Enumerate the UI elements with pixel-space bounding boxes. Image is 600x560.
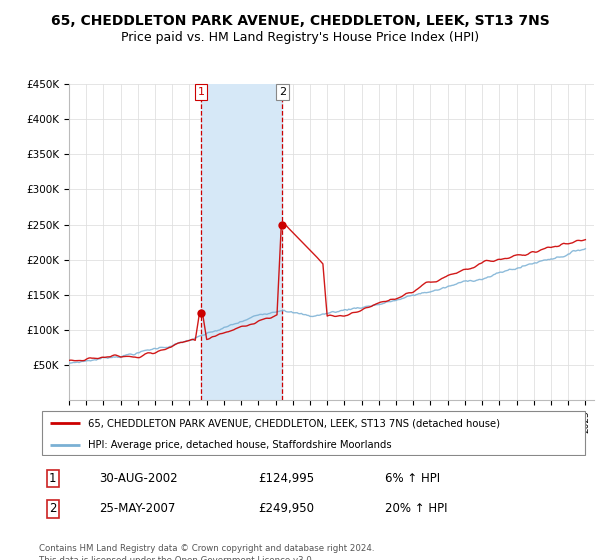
Bar — [201, 84, 282, 400]
Text: 1: 1 — [197, 87, 205, 97]
Text: 20% ↑ HPI: 20% ↑ HPI — [385, 502, 448, 515]
FancyBboxPatch shape — [42, 412, 585, 455]
Text: 1: 1 — [49, 472, 56, 485]
Text: 65, CHEDDLETON PARK AVENUE, CHEDDLETON, LEEK, ST13 7NS (detached house): 65, CHEDDLETON PARK AVENUE, CHEDDLETON, … — [88, 418, 500, 428]
Text: 25-MAY-2007: 25-MAY-2007 — [100, 502, 176, 515]
Text: 30-AUG-2002: 30-AUG-2002 — [100, 472, 178, 485]
Text: 6% ↑ HPI: 6% ↑ HPI — [385, 472, 440, 485]
Text: 2: 2 — [279, 87, 286, 97]
Text: Price paid vs. HM Land Registry's House Price Index (HPI): Price paid vs. HM Land Registry's House … — [121, 31, 479, 44]
Text: 2: 2 — [49, 502, 56, 515]
Text: Contains HM Land Registry data © Crown copyright and database right 2024.
This d: Contains HM Land Registry data © Crown c… — [39, 544, 374, 560]
Text: HPI: Average price, detached house, Staffordshire Moorlands: HPI: Average price, detached house, Staf… — [88, 440, 392, 450]
Text: £124,995: £124,995 — [259, 472, 315, 485]
Text: 65, CHEDDLETON PARK AVENUE, CHEDDLETON, LEEK, ST13 7NS: 65, CHEDDLETON PARK AVENUE, CHEDDLETON, … — [50, 14, 550, 28]
Text: £249,950: £249,950 — [259, 502, 314, 515]
